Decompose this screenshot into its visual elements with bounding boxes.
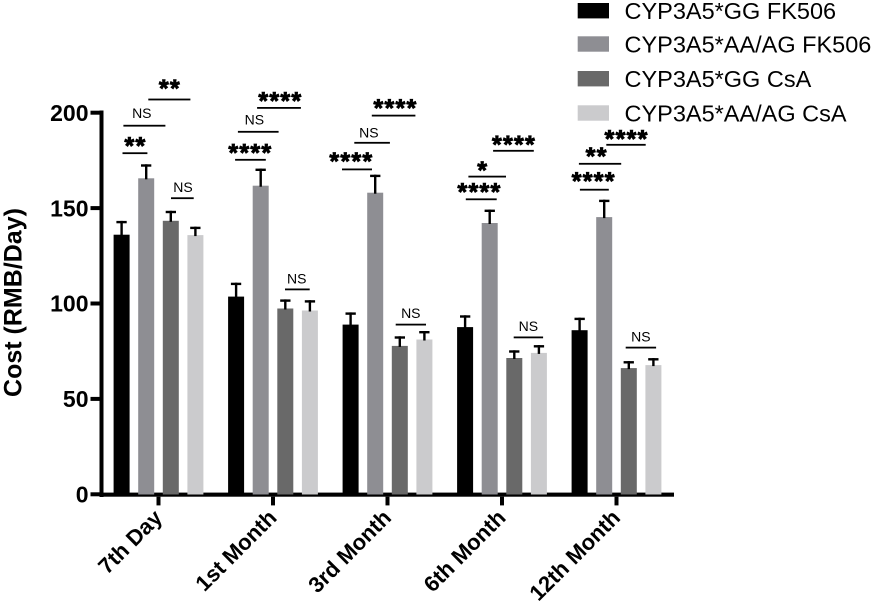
svg-text:NS: NS [631,329,650,345]
svg-text:NS: NS [173,179,192,195]
svg-text:NS: NS [401,305,420,321]
svg-text:CYP3A5*GG FK506: CYP3A5*GG FK506 [625,0,837,24]
svg-text:100: 100 [50,291,88,317]
svg-text:CYP3A5*GG CsA: CYP3A5*GG CsA [625,66,812,92]
svg-text:NS: NS [359,124,378,140]
svg-text:150: 150 [50,195,88,221]
svg-text:0: 0 [76,482,89,508]
svg-text:CYP3A5*AA/AG CsA: CYP3A5*AA/AG CsA [625,100,847,126]
svg-text:Cost (RMB/Day): Cost (RMB/Day) [0,208,28,397]
svg-text:NS: NS [519,318,538,334]
svg-text:CYP3A5*AA/AG FK506: CYP3A5*AA/AG FK506 [625,31,872,57]
svg-text:NS: NS [245,112,264,128]
svg-text:200: 200 [50,100,88,126]
svg-text:NS: NS [132,105,151,121]
svg-text:NS: NS [287,270,306,286]
svg-text:50: 50 [63,386,89,412]
